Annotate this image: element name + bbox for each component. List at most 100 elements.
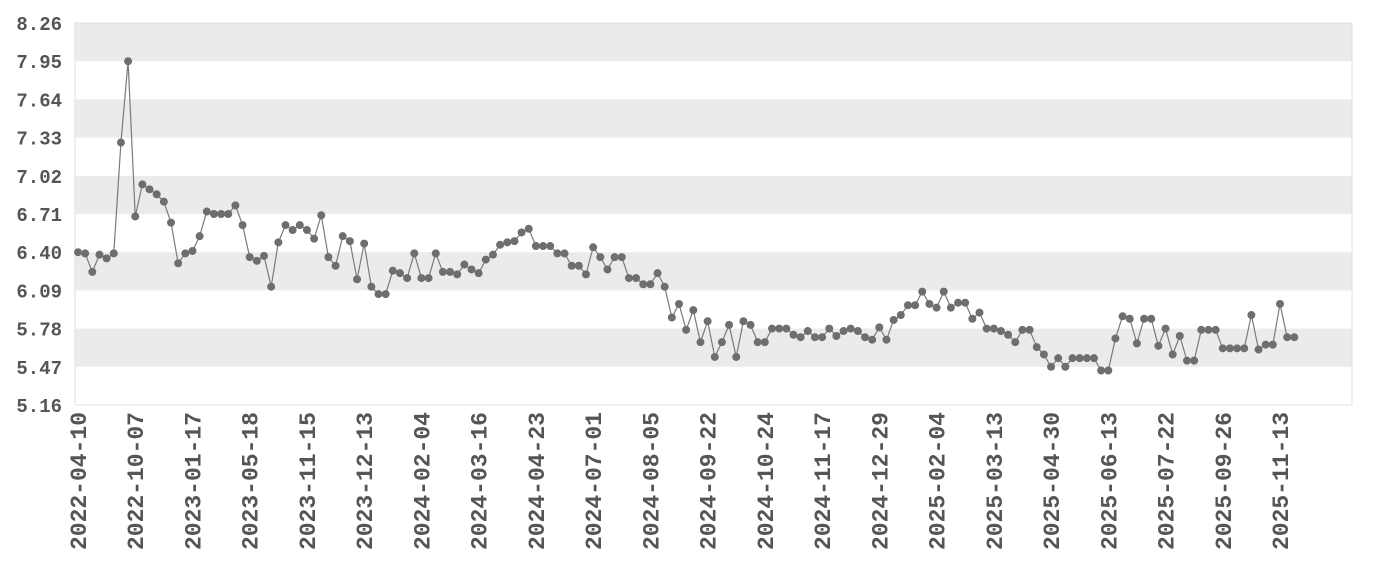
data-point [317, 211, 326, 220]
data-point [911, 301, 920, 310]
data-point [1032, 343, 1041, 352]
data-point [1068, 354, 1077, 363]
data-point [302, 226, 311, 235]
data-point [152, 190, 161, 199]
data-point [968, 314, 977, 323]
data-point [1140, 314, 1149, 323]
data-point [825, 324, 834, 333]
data-point [81, 249, 90, 258]
data-point [696, 338, 705, 347]
data-point [95, 250, 104, 259]
data-point [1154, 341, 1163, 350]
data-point [181, 249, 190, 258]
y-axis-ticks: 5.16 5.47 5.78 6.09 6.40 6.71 7.02 7.33 7.64 7.95… [16, 14, 62, 418]
x-tick-label: 2024-03-16 [468, 412, 494, 550]
data-point [1240, 344, 1249, 353]
data-point [818, 333, 827, 342]
data-point [1254, 345, 1263, 354]
x-tick-label: 2023-01-17 [181, 412, 207, 550]
x-tick-label: 2024-10-24 [754, 412, 780, 550]
data-point [260, 251, 269, 260]
grid-band [75, 23, 1352, 62]
data-point [975, 308, 984, 317]
x-axis-ticks: 2022-04-10 2022-10-07 2023-01-17 2023-05-18… [67, 412, 1295, 550]
data-point [675, 299, 683, 308]
data-point [188, 246, 197, 255]
data-point [667, 313, 676, 322]
data-point [1125, 314, 1134, 323]
data-point [417, 274, 426, 283]
data-point [102, 254, 111, 263]
x-tick-label: 2023-12-13 [353, 412, 379, 550]
data-point [467, 265, 476, 274]
data-point [195, 232, 204, 241]
y-tick-label: 5.47 [16, 358, 62, 380]
data-point [903, 301, 912, 310]
data-point [1204, 325, 1213, 334]
grid-band [75, 175, 1352, 214]
data-point [803, 327, 812, 336]
data-point [1268, 340, 1277, 349]
data-point [531, 242, 540, 251]
data-point [1276, 299, 1284, 308]
data-point [353, 275, 362, 284]
data-point [610, 253, 619, 262]
data-point [331, 261, 340, 270]
y-tick-label: 8.26 [16, 14, 62, 36]
data-point [939, 287, 948, 296]
data-point [74, 248, 82, 257]
data-point [560, 249, 569, 258]
data-point [961, 298, 970, 307]
data-point [496, 240, 505, 249]
y-tick-label: 7.64 [16, 90, 62, 112]
x-tick-label: 2024-02-04 [410, 412, 436, 550]
data-point [202, 207, 211, 216]
data-point [1082, 354, 1091, 363]
y-tick-label: 5.78 [16, 320, 62, 342]
x-tick-label: 2025-03-13 [983, 412, 1009, 550]
data-point [1175, 331, 1184, 340]
data-point [1290, 333, 1299, 342]
data-point [345, 237, 354, 246]
series-markers [74, 57, 1299, 375]
data-point [782, 324, 791, 333]
y-tick-label: 7.95 [16, 52, 62, 74]
data-point [553, 249, 562, 258]
data-point [710, 352, 719, 361]
data-point [1118, 312, 1127, 321]
data-point [717, 338, 726, 347]
x-tick-label: 2024-12-29 [868, 412, 894, 550]
data-point [739, 317, 748, 326]
data-point [853, 327, 862, 336]
x-tick-label: 2024-09-22 [697, 412, 723, 550]
data-point [238, 221, 247, 230]
x-tick-label: 2022-10-07 [124, 412, 150, 550]
data-point [324, 253, 333, 262]
data-point [88, 267, 97, 276]
x-tick-label: 2025-11-13 [1269, 412, 1295, 550]
data-point [982, 324, 991, 333]
data-point [424, 274, 433, 283]
data-point [367, 282, 376, 291]
data-point [1004, 330, 1013, 339]
data-point [431, 249, 440, 258]
data-point [1097, 366, 1106, 375]
data-point [474, 269, 483, 278]
data-point [503, 238, 512, 247]
y-tick-label: 6.09 [16, 281, 62, 303]
data-point [1104, 366, 1113, 375]
data-point [789, 330, 798, 339]
data-point [846, 324, 855, 333]
data-point [252, 256, 261, 265]
data-point [1197, 325, 1206, 334]
data-point [453, 270, 462, 279]
x-tick-label: 2025-09-26 [1212, 412, 1238, 550]
data-point [374, 290, 383, 299]
data-point [1161, 324, 1170, 333]
data-point [159, 197, 168, 206]
data-point [639, 280, 648, 289]
data-point [488, 250, 497, 259]
data-point [989, 324, 998, 333]
data-point [274, 238, 283, 247]
